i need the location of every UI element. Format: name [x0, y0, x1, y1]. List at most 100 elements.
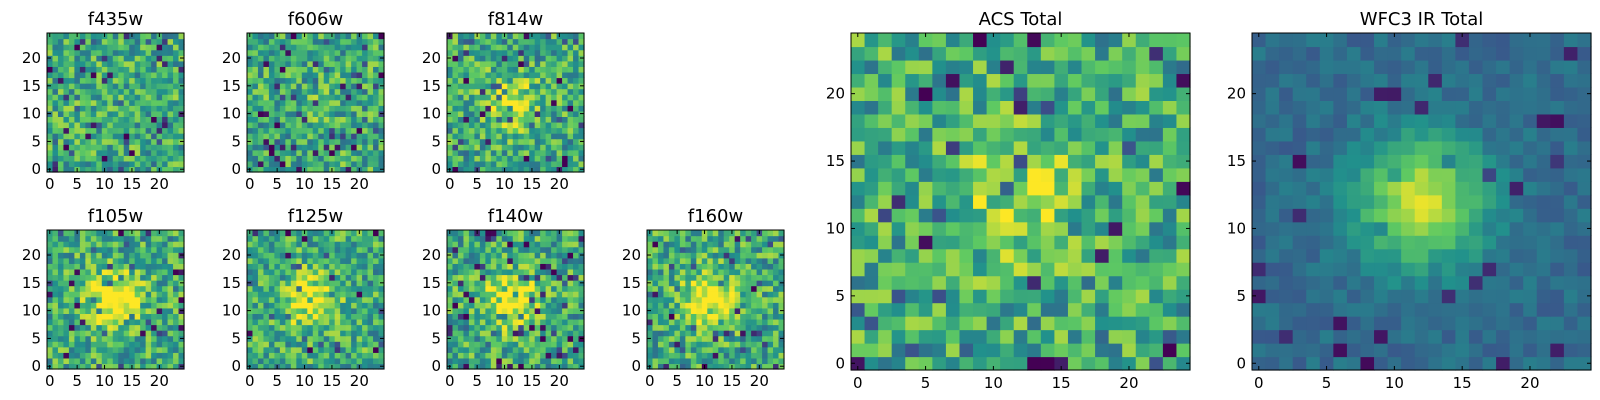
heatmap-cell: [301, 246, 308, 253]
heatmap-cell: [663, 291, 670, 298]
heatmap-cell: [151, 274, 158, 281]
heatmap-cell: [52, 133, 59, 140]
heatmap-cell: [134, 99, 141, 106]
heatmap-cell: [878, 248, 893, 263]
heatmap-cell: [362, 144, 369, 151]
heatmap-cell: [329, 268, 336, 276]
heatmap-cell: [529, 94, 536, 101]
heatmap-cell: [562, 77, 569, 84]
heatmap-cell: [85, 341, 92, 348]
heatmap-cell: [90, 280, 97, 287]
heatmap-cell: [268, 121, 275, 129]
heatmap-cell: [1040, 167, 1055, 182]
heatmap-cell: [1149, 356, 1164, 371]
heatmap-cell: [778, 246, 785, 253]
heatmap-cell: [362, 241, 369, 248]
heatmap-cell: [268, 291, 275, 298]
heatmap-cell: [107, 285, 114, 292]
heatmap-cell: [247, 149, 254, 156]
heatmap-cell: [973, 262, 988, 277]
heatmap-cell: [167, 252, 174, 259]
heatmap-cell: [173, 110, 180, 117]
heatmap-cell: [1027, 235, 1042, 250]
heatmap-cell: [878, 194, 893, 209]
heatmap-cell: [507, 335, 514, 342]
heatmap-cell: [685, 296, 692, 303]
heatmap-cell: [973, 194, 988, 209]
heatmap-cell: [540, 60, 547, 67]
heatmap-cell: [107, 235, 114, 242]
heatmap-cell: [891, 316, 906, 331]
heatmap-cell: [723, 352, 730, 359]
heatmap-cell: [96, 99, 103, 106]
heatmap-cell: [57, 166, 65, 173]
heatmap-cell: [329, 77, 336, 84]
heatmap-cell: [479, 352, 486, 359]
heatmap-cell: [123, 318, 130, 326]
heatmap-cell: [773, 330, 780, 337]
heatmap-cell: [490, 88, 497, 95]
heatmap-cell: [57, 94, 65, 101]
heatmap-cell: [657, 268, 665, 276]
heatmap-cell: [507, 346, 514, 353]
heatmap-cell: [85, 133, 92, 140]
heatmap-cell: [512, 38, 519, 45]
heatmap-cell: [90, 291, 97, 298]
heatmap-cell: [307, 230, 314, 237]
heatmap-cell: [318, 235, 325, 242]
heatmap-cell: [773, 285, 780, 292]
heatmap-cell: [745, 246, 752, 253]
heatmap-cell: [567, 357, 574, 365]
heatmap-cell: [178, 313, 185, 320]
heatmap-cell: [1013, 262, 1028, 277]
heatmap-cell: [479, 116, 486, 123]
heatmap-cell: [562, 160, 569, 168]
heatmap-cell: [167, 263, 174, 270]
heatmap-cell: [864, 275, 879, 290]
heatmap-cell: [362, 285, 369, 292]
heatmap-cell: [367, 155, 374, 162]
heatmap-cell: [657, 324, 665, 331]
heatmap-cell: [474, 155, 481, 162]
heatmap-cell: [573, 160, 580, 168]
heatmap-cell: [268, 88, 275, 95]
heatmap-cell: [52, 105, 59, 112]
heatmap-cell: [123, 230, 130, 237]
heatmap-cell: [696, 246, 703, 253]
heatmap-cell: [373, 155, 380, 162]
heatmap-cell: [85, 44, 92, 51]
heatmap-cell: [457, 330, 465, 337]
heatmap-cell: [518, 280, 525, 287]
heatmap-cell: [57, 160, 65, 168]
heatmap-cell: [468, 144, 475, 151]
heatmap-cell: [257, 257, 265, 264]
heatmap-cell: [447, 302, 454, 309]
heatmap-cell: [663, 285, 670, 292]
heatmap-cell: [468, 241, 475, 248]
heatmap-cell: [512, 33, 519, 40]
heatmap-cell: [496, 313, 503, 320]
heatmap-cell: [490, 352, 497, 359]
heatmap-cell: [252, 105, 259, 112]
heatmap-cell: [123, 71, 130, 79]
heatmap-cell: [767, 335, 774, 342]
heatmap-cell: [851, 221, 866, 236]
heatmap-cell: [501, 149, 508, 156]
heatmap-cell: [329, 235, 336, 242]
heatmap-cell: [373, 83, 380, 90]
heatmap-cell: [734, 357, 741, 365]
heatmap-cell: [334, 296, 341, 303]
heatmap-cell: [490, 291, 497, 298]
heatmap-cell: [118, 38, 125, 45]
heatmap-cell: [1013, 167, 1028, 182]
heatmap-cell: [891, 329, 906, 344]
heatmap-cell: [701, 268, 708, 276]
heatmap-cell: [301, 324, 308, 331]
axes-frame: [46, 229, 185, 370]
heatmap-cell: [745, 285, 752, 292]
heatmap-cell: [545, 341, 552, 348]
heatmap-cell: [479, 230, 486, 237]
heatmap-cell: [523, 160, 530, 168]
heatmap-cell: [1067, 262, 1083, 277]
heatmap-cell: [107, 133, 114, 140]
